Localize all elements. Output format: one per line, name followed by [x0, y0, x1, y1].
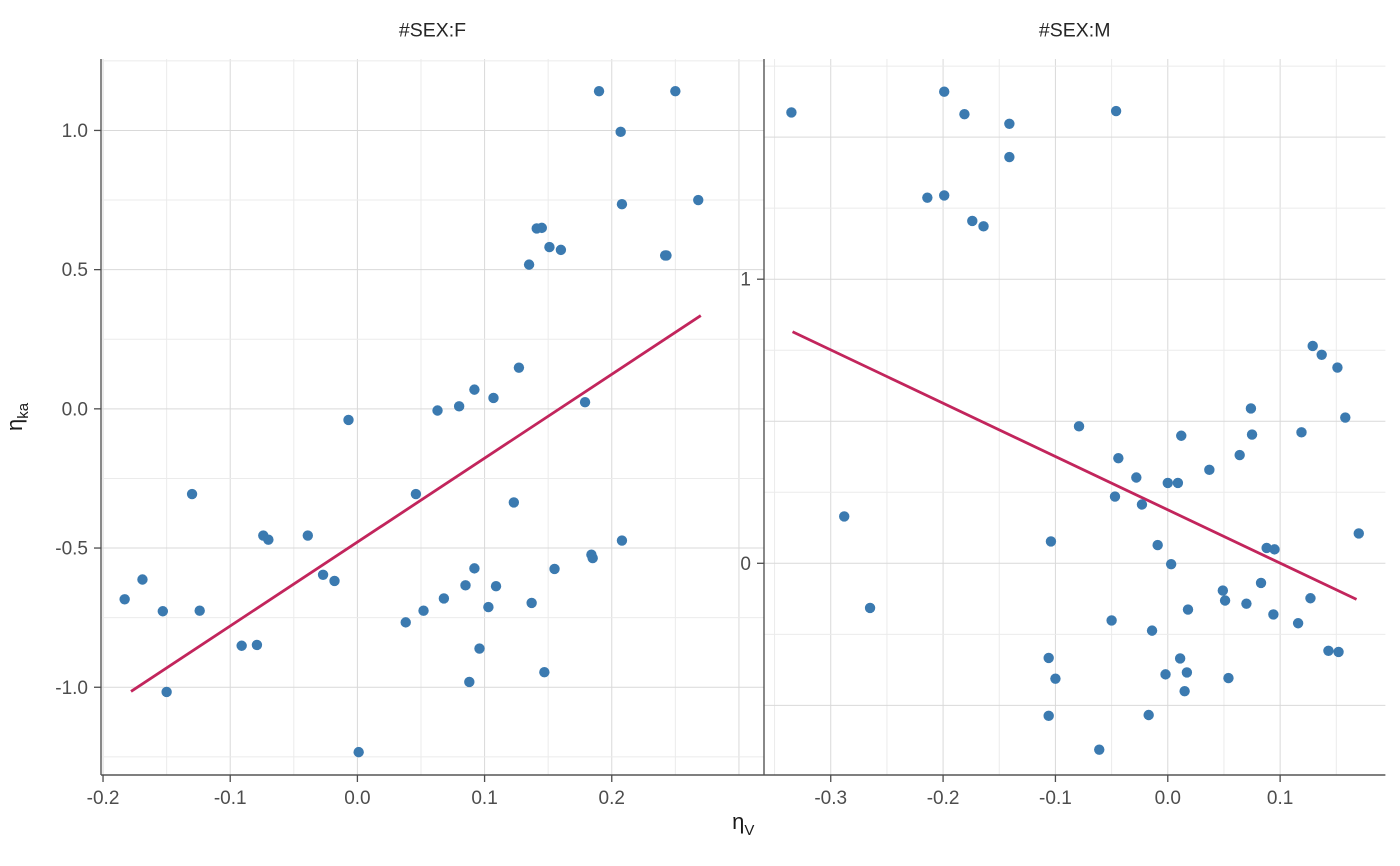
svg-text:-0.1: -0.1 — [214, 788, 247, 809]
svg-text:0.0: 0.0 — [62, 399, 88, 420]
svg-text:-0.1: -0.1 — [1039, 788, 1072, 809]
svg-text:0.1: 0.1 — [1267, 788, 1293, 809]
svg-text:0: 0 — [740, 554, 751, 575]
svg-text:0.5: 0.5 — [62, 260, 88, 281]
svg-text:-0.5: -0.5 — [55, 539, 88, 560]
svg-text:-0.2: -0.2 — [927, 788, 960, 809]
svg-text:#SEX:F: #SEX:F — [399, 20, 466, 42]
svg-text:0.2: 0.2 — [599, 788, 625, 809]
svg-text:-1.0: -1.0 — [55, 678, 88, 699]
svg-text:#SEX:M: #SEX:M — [1039, 20, 1111, 42]
svg-text:0.0: 0.0 — [1155, 788, 1181, 809]
svg-text:1: 1 — [740, 270, 751, 291]
svg-text:0.0: 0.0 — [344, 788, 370, 809]
svg-text:1.0: 1.0 — [62, 121, 88, 142]
svg-text:0.1: 0.1 — [471, 788, 497, 809]
svg-text:-0.3: -0.3 — [814, 788, 847, 809]
svg-text:-0.2: -0.2 — [87, 788, 120, 809]
